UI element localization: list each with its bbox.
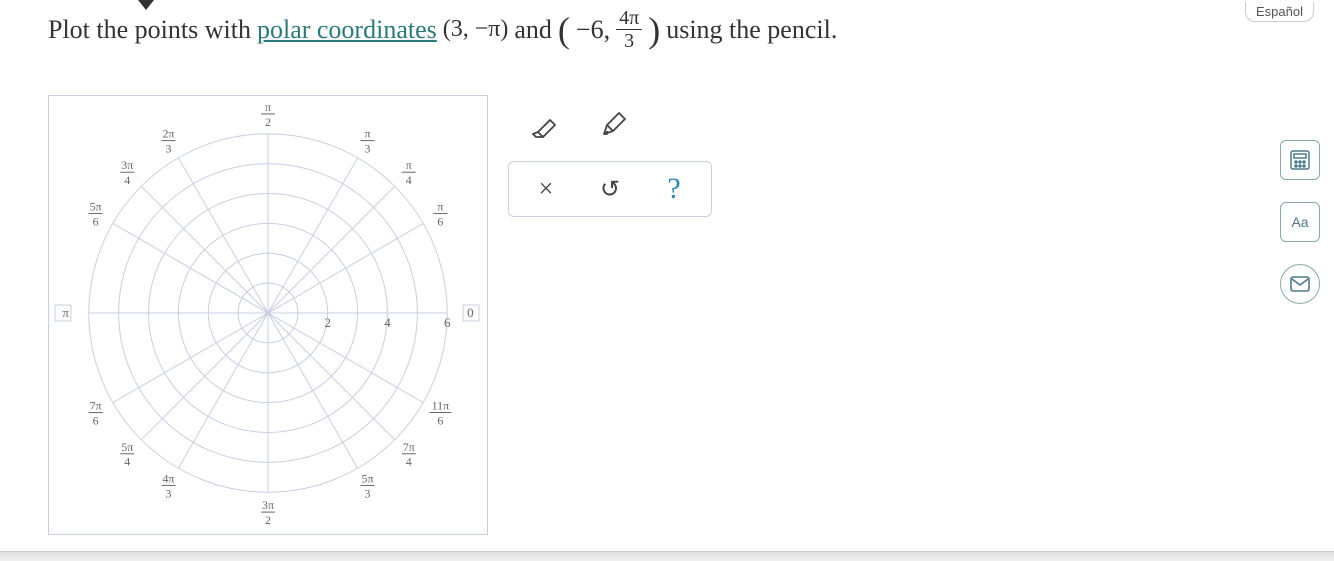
svg-text:6: 6	[93, 414, 99, 428]
svg-text:π: π	[62, 305, 69, 320]
question-text: Plot the points with polar coordinates (…	[48, 8, 837, 51]
point1: (3, −π)	[443, 16, 509, 43]
tool-panel: × ↺ ?	[508, 161, 712, 217]
espanol-button[interactable]: Español	[1245, 2, 1314, 22]
pencil-tool[interactable]	[598, 110, 628, 140]
svg-text:4π: 4π	[162, 471, 174, 485]
eraser-tool[interactable]	[528, 110, 558, 140]
calculator-button[interactable]	[1280, 140, 1320, 180]
svg-text:3: 3	[365, 142, 371, 156]
question-prefix: Plot the points with	[48, 15, 251, 45]
svg-text:6: 6	[444, 315, 451, 330]
svg-text:4: 4	[384, 315, 391, 330]
svg-text:π: π	[265, 100, 271, 114]
svg-text:3: 3	[365, 486, 371, 500]
svg-text:3: 3	[165, 486, 171, 500]
help-button[interactable]: ?	[659, 174, 689, 204]
side-icons: Aa	[1280, 140, 1320, 304]
svg-text:4: 4	[124, 455, 130, 469]
svg-text:2π: 2π	[162, 127, 174, 141]
svg-text:5π: 5π	[121, 440, 133, 454]
clear-button[interactable]: ×	[531, 174, 561, 204]
svg-text:2: 2	[324, 315, 330, 330]
polar-coordinates-link[interactable]: polar coordinates	[257, 15, 437, 45]
svg-text:3π: 3π	[121, 158, 133, 172]
mail-button[interactable]	[1280, 264, 1320, 304]
svg-text:6: 6	[93, 214, 99, 228]
svg-text:4: 4	[406, 455, 412, 469]
toolbar: × ↺ ?	[508, 95, 712, 217]
svg-text:π: π	[365, 127, 371, 141]
undo-button[interactable]: ↺	[595, 174, 625, 204]
svg-text:0: 0	[467, 305, 473, 320]
svg-text:3π: 3π	[262, 498, 274, 512]
svg-text:5π: 5π	[362, 471, 374, 485]
svg-text:4: 4	[124, 173, 130, 187]
point2-fraction: 4π 3	[616, 8, 642, 51]
svg-text:2: 2	[265, 115, 271, 129]
svg-text:3: 3	[165, 142, 171, 156]
close-paren: )	[648, 9, 660, 51]
svg-text:7π: 7π	[90, 399, 102, 413]
svg-text:π: π	[437, 199, 443, 213]
svg-text:4: 4	[406, 173, 412, 187]
bottom-bar	[0, 551, 1334, 561]
question-suffix: using the pencil.	[666, 15, 837, 45]
question-mid: and	[514, 15, 552, 45]
svg-text:6: 6	[437, 414, 443, 428]
svg-text:6: 6	[437, 214, 443, 228]
svg-text:π: π	[406, 158, 412, 172]
text-size-button[interactable]: Aa	[1280, 202, 1320, 242]
open-paren: (	[558, 9, 570, 51]
point2-prefix-num: −6,	[576, 15, 610, 45]
svg-text:7π: 7π	[403, 440, 415, 454]
svg-text:11π: 11π	[432, 399, 450, 413]
polar-grid[interactable]: 2460π6π4π3π22π33π45π6π7π65π44π33π25π37π4…	[48, 95, 488, 535]
polar-grid-svg[interactable]: 2460π6π4π3π22π33π45π6π7π65π44π33π25π37π4…	[49, 96, 487, 534]
svg-text:5π: 5π	[90, 199, 102, 213]
svg-text:2: 2	[265, 513, 271, 527]
tool-row-draw	[508, 95, 712, 155]
